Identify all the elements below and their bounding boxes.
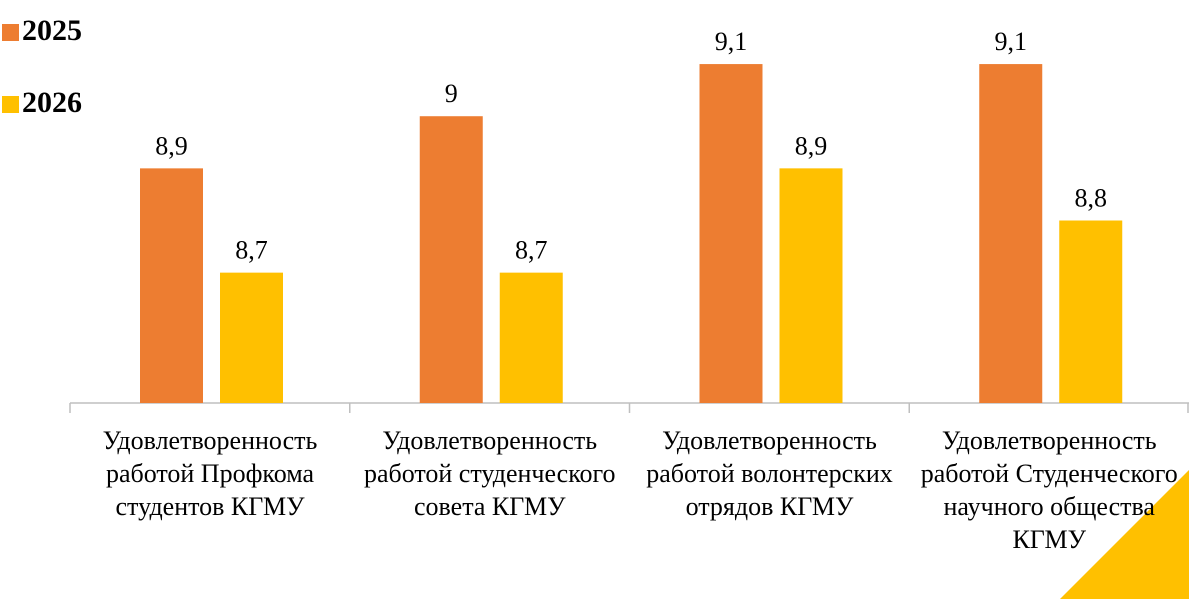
data-label: 8,7 [515,236,548,265]
x-tick-label: Удовлетворенность работой Студенческого … [920,426,1178,554]
legend-label: 2025 [22,14,82,47]
bar [779,168,843,403]
bar [419,116,483,403]
legend-label: 2026 [22,86,82,119]
data-label: 8,7 [235,236,268,265]
x-tick-label: Удовлетворенность работой волонтерских о… [646,426,893,521]
data-label: 9,1 [715,27,748,56]
bar [699,64,763,404]
bar [499,272,563,403]
x-tick-label: Удовлетворенность работой Профкома студе… [102,426,318,521]
bar [140,168,203,403]
bar [1059,220,1123,403]
data-label: 9 [445,79,458,108]
legend-swatch [2,96,19,113]
legend-swatch [2,24,19,41]
bar [220,272,283,403]
decoration [1060,470,1189,599]
bar [979,64,1043,404]
data-label: 9,1 [995,27,1028,56]
x-tick-label: Удовлетворенность работой студенческого … [363,426,616,521]
data-label: 8,9 [155,131,188,160]
data-label: 8,8 [1075,184,1108,213]
data-label: 8,9 [795,131,828,160]
